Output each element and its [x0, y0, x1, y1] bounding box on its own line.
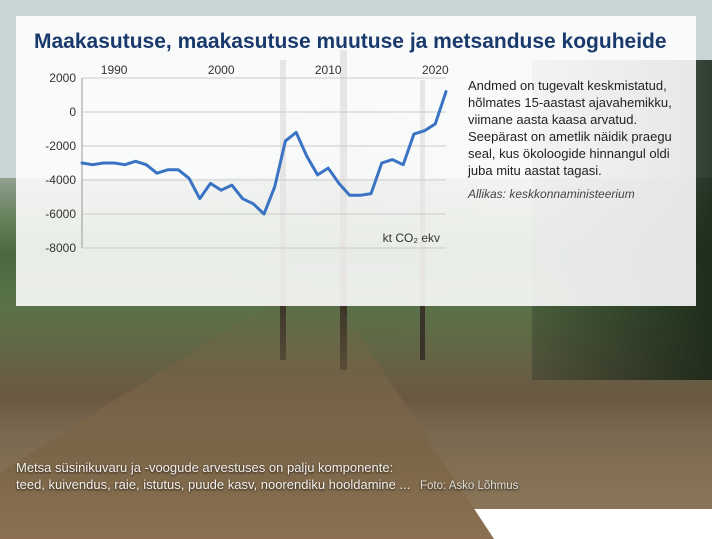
svg-text:-6000: -6000 — [45, 207, 76, 221]
svg-text:2000: 2000 — [208, 63, 235, 77]
svg-text:2020: 2020 — [422, 63, 449, 77]
svg-text:kt CO₂ ekv: kt CO₂ ekv — [383, 231, 440, 245]
chart-panel: Maakasutuse, maakasutuse muutuse ja mets… — [16, 16, 696, 306]
svg-text:-8000: -8000 — [45, 241, 76, 255]
side-text-body: Andmed on tugevalt keskmistatud, hõlmate… — [468, 78, 678, 179]
svg-text:1990: 1990 — [101, 63, 128, 77]
svg-text:2010: 2010 — [315, 63, 342, 77]
source-text: Allikas: keskkonnaministeerium — [468, 187, 678, 203]
photo-credit: Foto: Asko Lõhmus — [420, 480, 518, 492]
svg-text:2000: 2000 — [49, 71, 76, 85]
svg-text:-2000: -2000 — [45, 139, 76, 153]
svg-text:-4000: -4000 — [45, 173, 76, 187]
svg-text:0: 0 — [69, 105, 76, 119]
line-chart: 2000 0 -2000 -4000 -6000 -8000 1990 2000 2010 202… — [34, 60, 454, 270]
panel-title: Maakasutuse, maakasutuse muutuse ja mets… — [34, 30, 678, 54]
panel-side-text: Andmed on tugevalt keskmistatud, hõlmate… — [468, 60, 678, 270]
panel-body: 2000 0 -2000 -4000 -6000 -8000 1990 2000 2010 202… — [34, 60, 678, 270]
caption-line2: teed, kuivendus, raie, istutus, puude ka… — [16, 477, 410, 492]
photo-caption: Metsa süsinikuvaru ja -voogude arvestuse… — [16, 459, 518, 495]
chart-container: 2000 0 -2000 -4000 -6000 -8000 1990 2000 2010 202… — [34, 60, 454, 270]
caption-line1: Metsa süsinikuvaru ja -voogude arvestuse… — [16, 459, 518, 477]
